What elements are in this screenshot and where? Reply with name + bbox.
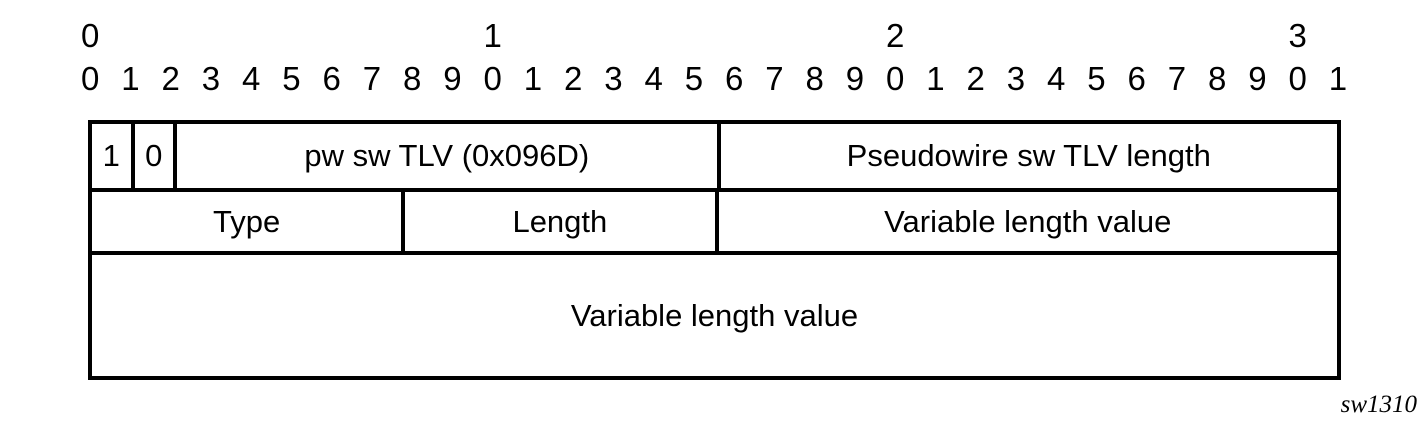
bit-label: 1	[523, 60, 543, 97]
bit-label: 9	[443, 60, 462, 97]
bit-label: 7	[1167, 60, 1187, 97]
field-cell: Pseudowire sw TLV length	[846, 138, 1211, 173]
bit-label: 0	[885, 60, 905, 97]
decade-label: 1	[483, 17, 502, 54]
bit-label: 2	[966, 60, 985, 97]
bit-label: 8	[402, 60, 422, 97]
bit-label: 4	[644, 60, 663, 97]
bit-label: 5	[282, 60, 301, 97]
bit-label: 2	[161, 60, 180, 97]
bit-label: 5	[684, 60, 704, 97]
bit-label: 3	[1006, 60, 1026, 97]
bit-label: 4	[241, 60, 261, 97]
bit-ruler-decade-row: 0 1 2 3	[70, 19, 1358, 52]
decade-label: 2	[885, 17, 905, 54]
packet-box: 1 0 pw sw TLV (0x096D) Pseudowire sw TLV le…	[88, 120, 1341, 380]
field-cell: pw sw TLV (0x096D)	[177, 124, 721, 188]
bit-label: 6	[724, 60, 744, 97]
bit-label: 1	[1328, 60, 1348, 97]
field-cell: 1	[92, 124, 135, 188]
field-cell: Variable length value	[570, 297, 859, 333]
field-row: 1 0 pw sw TLV (0x096D) Pseudowire sw TLV le…	[92, 124, 1337, 192]
field-row: Variable length value	[92, 255, 1337, 376]
decade-label: 0	[80, 17, 100, 54]
bit-label: 3	[201, 60, 221, 97]
decade-label: 3	[1288, 17, 1307, 54]
bit-label: 3	[604, 60, 623, 97]
bit-label: 2	[563, 60, 583, 97]
field-cell: Length	[405, 192, 719, 251]
bit-label: 6	[1127, 60, 1146, 97]
field-cell: Type	[92, 192, 406, 251]
figure-caption: sw1310	[1340, 391, 1417, 418]
bit-label: 1	[926, 60, 945, 97]
bit-label: 8	[1207, 60, 1227, 97]
bit-label: 7	[765, 60, 784, 97]
bit-label: 9	[1248, 60, 1267, 97]
bit-label: 9	[845, 60, 865, 97]
bit-label: 8	[805, 60, 824, 97]
bit-label: 0	[1288, 60, 1307, 97]
bit-label: 5	[1087, 60, 1106, 97]
bit-label: 6	[322, 60, 341, 97]
field-row: Type Length Variable length value	[92, 192, 1337, 255]
bit-label: 0	[80, 60, 100, 97]
field-cell: 0	[135, 124, 178, 188]
bit-label: 1	[121, 60, 140, 97]
field-cell: Variable length value	[884, 203, 1172, 239]
bit-label: 0	[483, 60, 502, 97]
bit-label: 4	[1046, 60, 1066, 97]
bit-label: 7	[362, 60, 382, 97]
